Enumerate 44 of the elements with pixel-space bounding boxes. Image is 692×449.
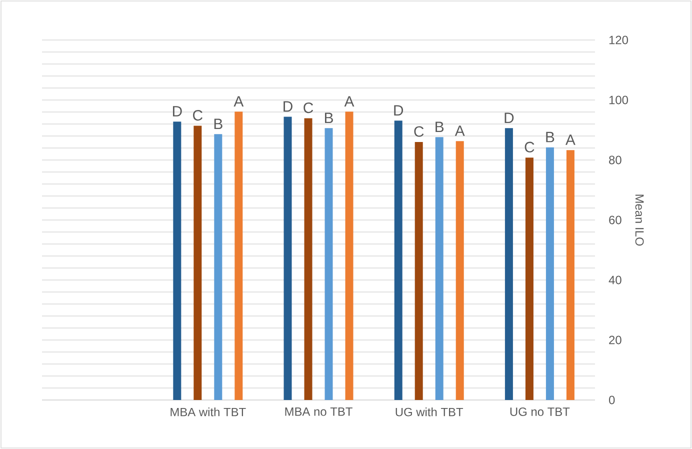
- y-axis-title: Mean ILO: [635, 194, 644, 246]
- data-label: A: [454, 126, 465, 136]
- data-label: A: [344, 96, 354, 106]
- y-tick-label: 20: [609, 336, 622, 344]
- x-tick-label: UG no TBT: [510, 408, 570, 416]
- bar: [234, 112, 243, 400]
- data-label: B: [324, 112, 333, 123]
- data-label: C: [193, 110, 202, 121]
- data-label: B: [436, 122, 444, 132]
- data-label: D: [394, 105, 404, 116]
- bar: [525, 158, 534, 400]
- x-tick-label: MBA no TBT: [285, 408, 352, 416]
- data-label: D: [504, 112, 514, 123]
- bar: [324, 128, 333, 400]
- y-tick-label: 80: [609, 156, 622, 164]
- bar: [394, 120, 402, 400]
- data-label: A: [566, 134, 576, 145]
- bar: [173, 122, 182, 400]
- data-label: A: [234, 96, 244, 106]
- bar: [304, 118, 312, 400]
- data-label: D: [172, 106, 182, 116]
- bar: [284, 116, 292, 400]
- bar: [504, 128, 513, 400]
- bar: [414, 142, 423, 400]
- y-tick-label: 120: [609, 36, 628, 44]
- data-label: C: [524, 142, 534, 152]
- data-label: D: [284, 101, 292, 112]
- y-tick-label: 60: [609, 216, 622, 224]
- data-label: C: [414, 126, 424, 137]
- bar: [546, 147, 554, 400]
- y-tick-label: 100: [609, 96, 628, 104]
- x-tick-label: UG with TBT: [396, 408, 464, 416]
- bar: [194, 126, 202, 400]
- data-label: B: [214, 118, 222, 129]
- bar: [345, 112, 354, 400]
- y-tick-label: 0: [608, 396, 615, 404]
- bar: [456, 141, 464, 400]
- data-label: B: [546, 132, 554, 142]
- bar: [214, 134, 222, 400]
- bar: [435, 137, 444, 400]
- y-tick-label: 40: [608, 276, 622, 284]
- data-label: C: [304, 102, 314, 114]
- x-tick-label: MBA with TBT: [170, 408, 246, 416]
- bar: [566, 150, 574, 400]
